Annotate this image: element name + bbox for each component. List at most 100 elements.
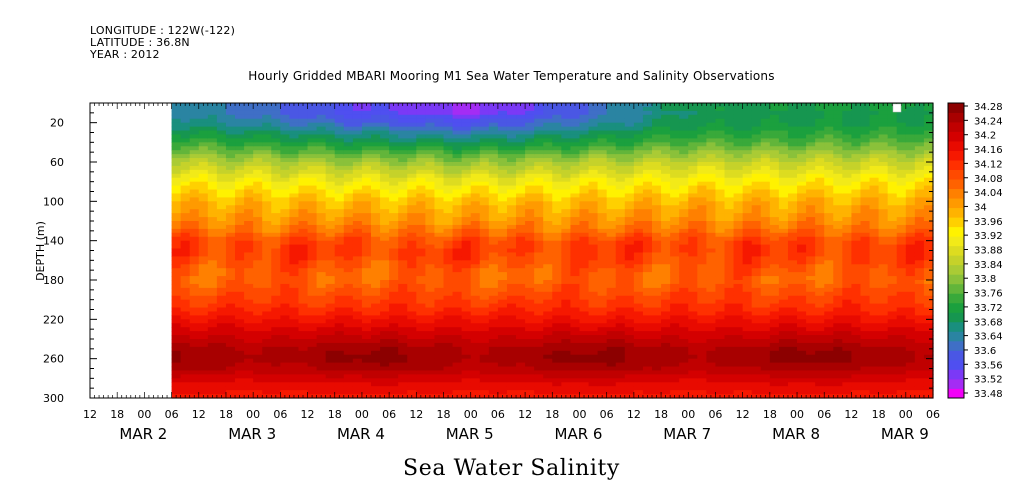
heatmap-cell: [398, 362, 408, 368]
heatmap-cell: [615, 232, 626, 238]
heatmap-cell: [633, 331, 644, 336]
heatmap-cell: [742, 264, 753, 269]
heatmap-cell: [180, 146, 191, 151]
heatmap-cell: [706, 362, 717, 368]
heatmap-cell: [742, 366, 753, 372]
heatmap-cell: [624, 386, 635, 391]
heatmap-cell: [470, 106, 481, 112]
heatmap-cell: [262, 177, 272, 183]
heatmap-cell: [516, 268, 526, 273]
heatmap-cell: [180, 244, 191, 250]
heatmap-cell: [407, 114, 417, 120]
heatmap-cell: [289, 177, 300, 183]
heatmap-cell: [207, 201, 218, 206]
heatmap-cell: [452, 342, 463, 348]
heatmap-cell: [262, 134, 272, 139]
heatmap-cell: [416, 350, 426, 356]
heatmap-cell: [642, 307, 653, 313]
heatmap-cell: [452, 122, 463, 128]
heatmap-cell: [751, 264, 762, 269]
heatmap-cell: [180, 335, 191, 340]
heatmap-cell: [352, 268, 363, 273]
heatmap-cell: [425, 232, 436, 238]
heatmap-cell: [452, 382, 463, 387]
heatmap-cell: [189, 291, 200, 297]
heatmap-cell: [171, 315, 182, 320]
heatmap-cell: [688, 138, 698, 143]
heatmap-cell: [751, 106, 762, 112]
heatmap-cell: [225, 110, 236, 116]
heatmap-cell: [389, 236, 399, 242]
heatmap-cell: [452, 260, 463, 265]
heatmap-cell: [180, 122, 191, 128]
heatmap-cell: [434, 323, 445, 328]
heatmap-cell: [207, 228, 218, 234]
heatmap-cell: [760, 130, 771, 136]
heatmap-cell: [334, 350, 345, 356]
heatmap-cell: [624, 358, 635, 364]
heatmap-cell: [235, 228, 245, 234]
heatmap-cell: [652, 319, 662, 324]
heatmap-cell: [225, 197, 236, 202]
heatmap-cell: [407, 177, 417, 183]
heatmap-cell: [334, 272, 345, 277]
heatmap-cell: [742, 162, 753, 167]
heatmap-cell: [588, 268, 599, 273]
heatmap-cell: [289, 162, 300, 167]
heatmap-cell: [371, 331, 381, 336]
heatmap-cell: [706, 173, 717, 179]
heatmap-cell: [244, 382, 254, 387]
heatmap-cell: [271, 390, 281, 395]
heatmap-cell: [225, 272, 236, 277]
heatmap-cell: [561, 173, 572, 179]
heatmap-cell: [307, 346, 318, 352]
heatmap-cell: [271, 150, 281, 155]
heatmap-cell: [516, 280, 526, 285]
heatmap-cell: [479, 339, 490, 344]
heatmap-cell: [579, 272, 590, 277]
heatmap-cell: [652, 165, 662, 171]
heatmap-cell: [334, 154, 345, 159]
heatmap-cell: [398, 331, 408, 336]
heatmap-cell: [298, 252, 309, 257]
heatmap-cell: [606, 374, 617, 379]
heatmap-cell: [244, 244, 254, 250]
heatmap-cell: [361, 280, 372, 285]
heatmap-cell: [452, 276, 463, 281]
heatmap-cell: [262, 213, 272, 218]
heatmap-cell: [371, 362, 381, 368]
heatmap-cell: [769, 217, 780, 222]
heatmap-cell: [216, 276, 227, 281]
heatmap-cell: [470, 244, 481, 250]
heatmap-cell: [325, 248, 336, 254]
heatmap-cell: [316, 126, 327, 132]
heatmap-cell: [733, 358, 744, 364]
heatmap-cell: [597, 173, 608, 179]
heatmap-cell: [325, 319, 336, 324]
heatmap-cell: [516, 260, 526, 265]
heatmap-cell: [497, 291, 508, 297]
heatmap-cell: [262, 319, 272, 324]
heatmap-cell: [470, 331, 481, 336]
heatmap-cell: [180, 264, 191, 269]
heatmap-cell: [579, 165, 590, 171]
heatmap-cell: [606, 342, 617, 348]
heatmap-cell: [189, 224, 200, 230]
heatmap-cell: [751, 327, 762, 332]
heatmap-cell: [497, 366, 508, 372]
heatmap-cell: [189, 126, 200, 132]
heatmap-cell: [724, 256, 735, 261]
heatmap-cell: [624, 236, 635, 242]
heatmap-cell: [380, 177, 390, 183]
heatmap-cell: [225, 169, 236, 175]
heatmap-cell: [597, 280, 608, 285]
heatmap-cell: [380, 390, 390, 395]
heatmap-cell: [679, 252, 689, 257]
heatmap-cell: [225, 173, 236, 179]
heatmap-cell: [679, 134, 689, 139]
heatmap-cell: [352, 114, 363, 120]
heatmap-cell: [352, 319, 363, 324]
heatmap-cell: [407, 350, 417, 356]
heatmap-cell: [225, 327, 236, 332]
heatmap-cell: [207, 390, 218, 395]
